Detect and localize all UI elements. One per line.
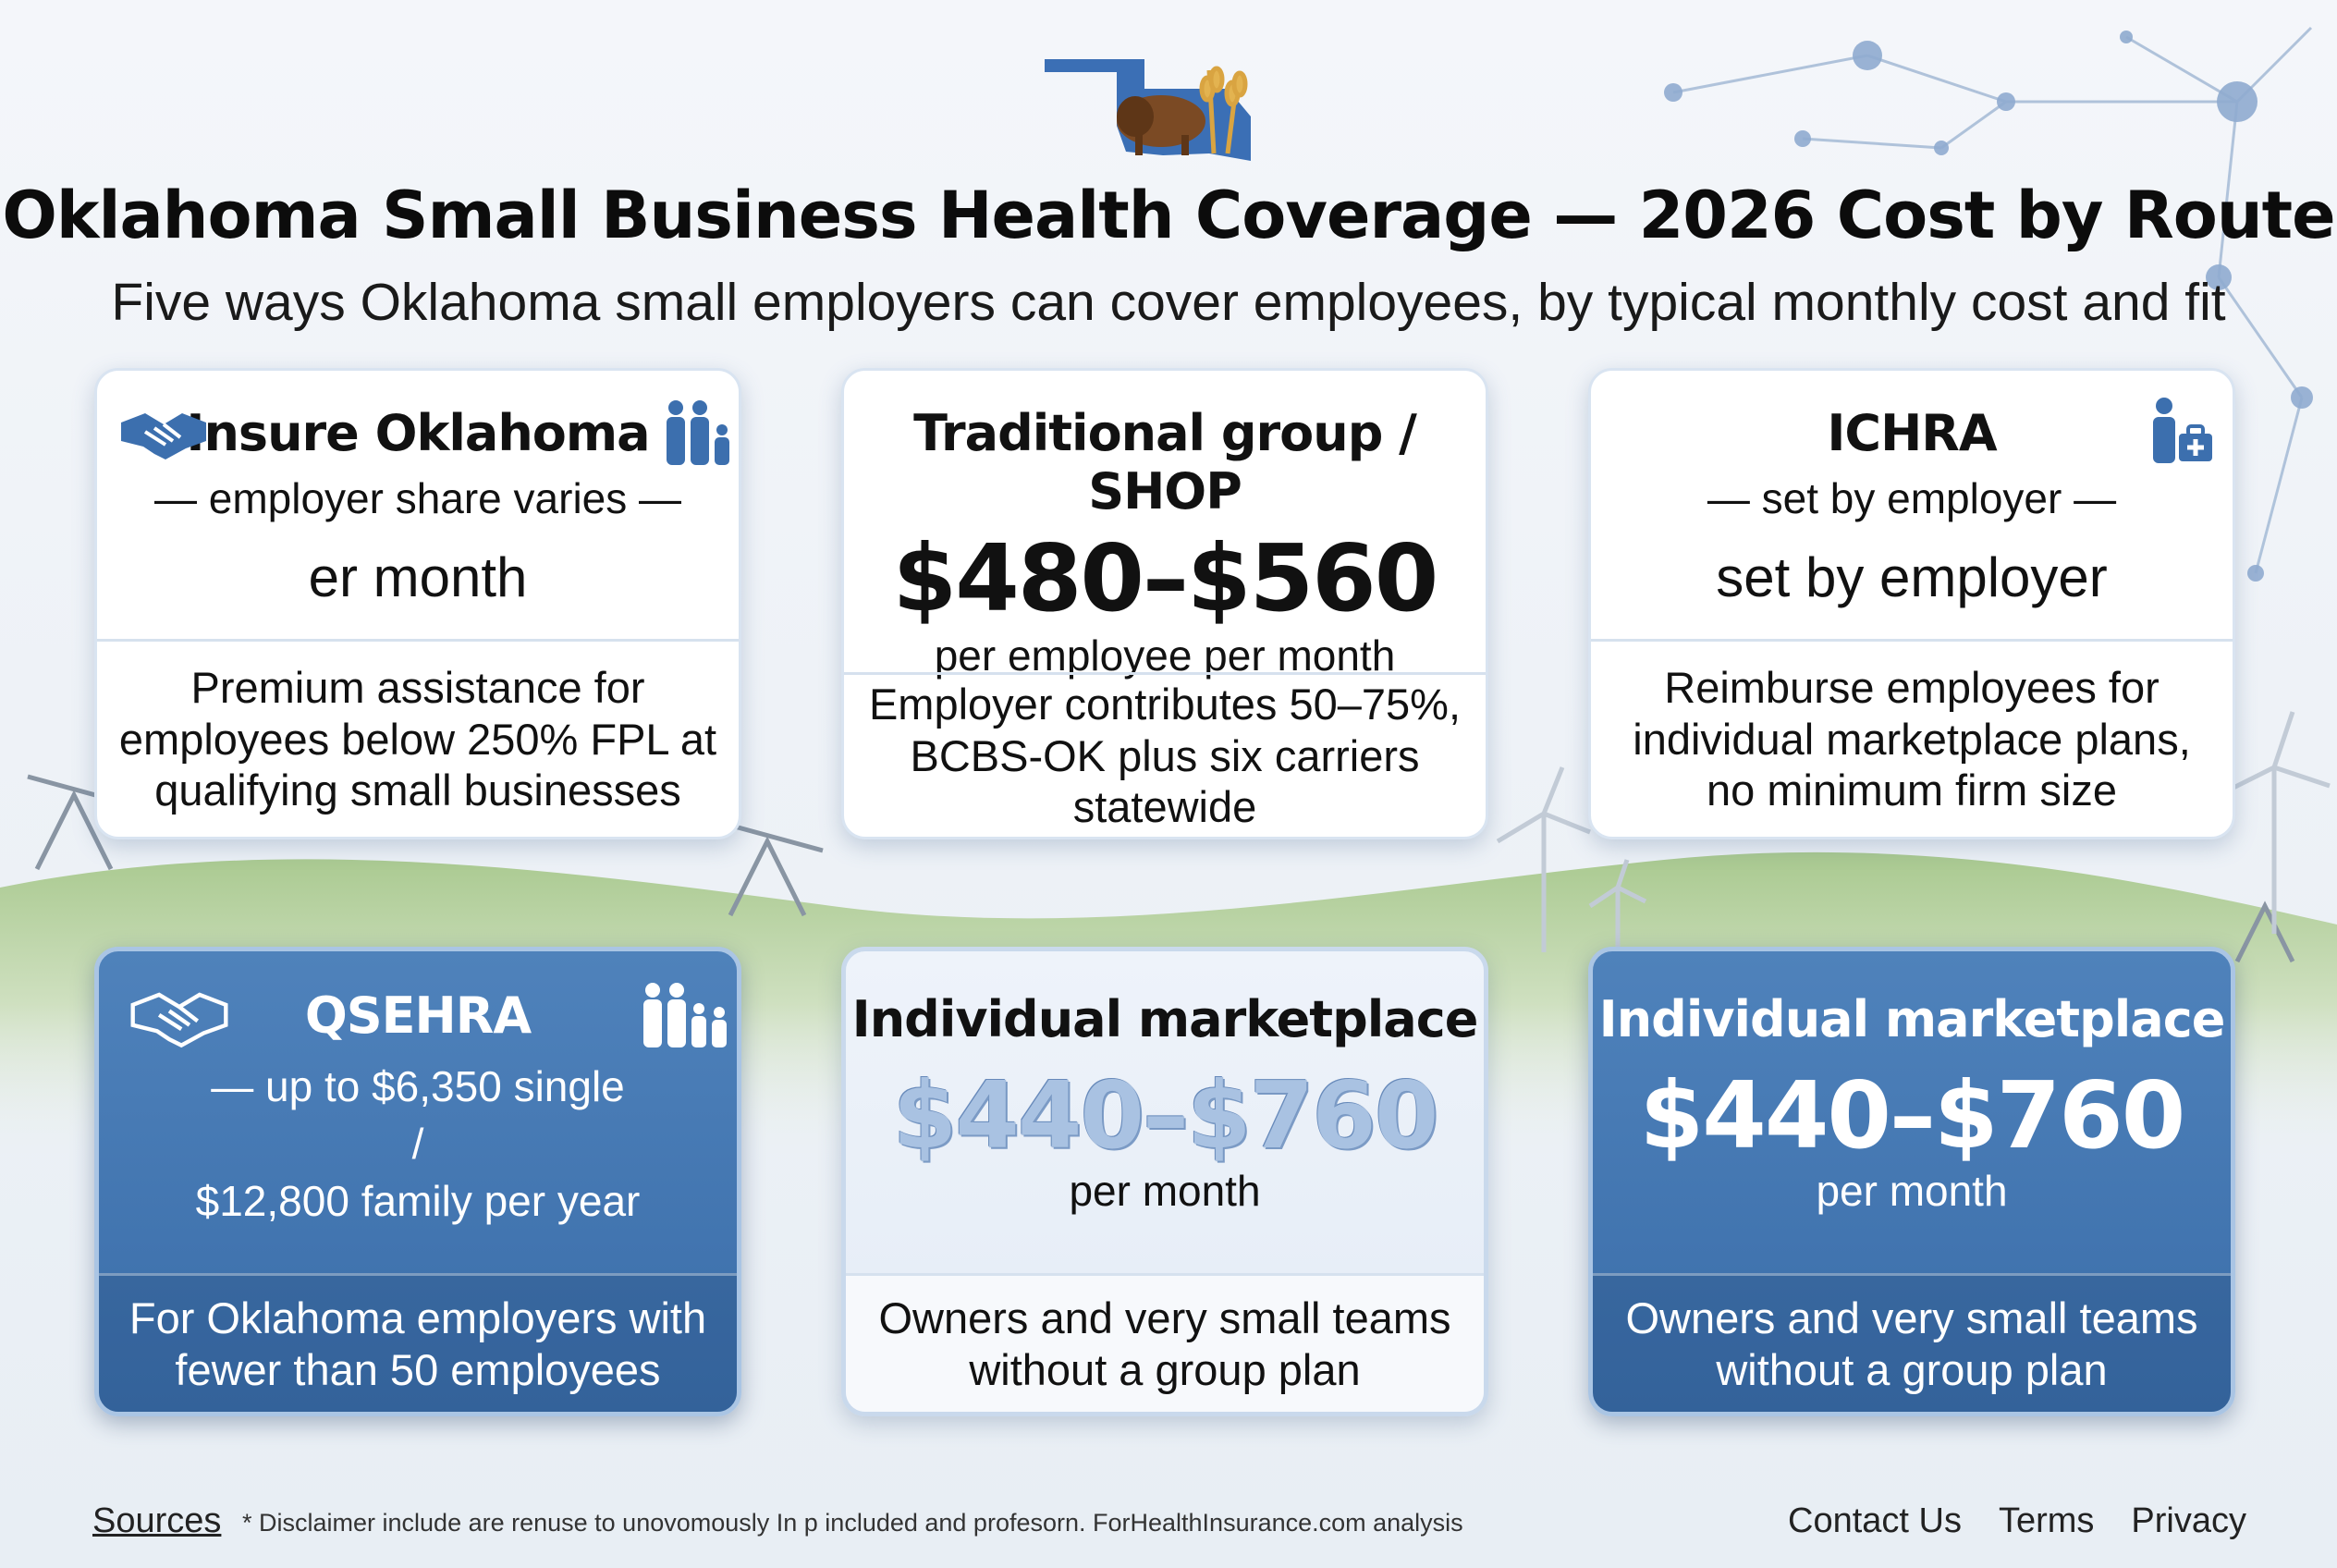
page-subtitle: Five ways Oklahoma small employers can c… bbox=[111, 273, 2226, 332]
page-title: Oklahoma Small Business Health Coverage … bbox=[2, 178, 2335, 253]
card-amount: $440–$760 bbox=[892, 1061, 1439, 1170]
description-line: Premium assistance for bbox=[190, 663, 645, 713]
card-description: Employer contributes 50–75%, BCBS-OK plu… bbox=[844, 679, 1486, 832]
card-description: Owners and very small teams without a gr… bbox=[1625, 1292, 2197, 1395]
description-line: no minimum firm size bbox=[1707, 766, 2117, 815]
card-note-line: / bbox=[411, 1120, 424, 1168]
card-traditional-group: Traditional group / SHOP $480–$560 per e… bbox=[841, 368, 1488, 839]
description-line: fewer than 50 employees bbox=[175, 1344, 661, 1394]
card-amount-line: set by employer bbox=[1716, 546, 2108, 608]
handshake-icon bbox=[121, 413, 206, 459]
description-line: employees below 250% FPL at bbox=[118, 714, 717, 764]
card-note: — employer share varies — bbox=[153, 474, 682, 522]
card-amount-line: er month bbox=[308, 546, 528, 608]
terms-link[interactable]: Terms bbox=[1998, 1501, 2095, 1540]
card-unit: per month bbox=[1816, 1167, 2008, 1215]
description-line: BCBS-OK plus six carriers statewide bbox=[910, 730, 1420, 832]
card-description: For Oklahoma employers with fewer than 5… bbox=[129, 1292, 706, 1395]
disclaimer-text: * Disclaimer include are renuse to unovo… bbox=[242, 1509, 1463, 1537]
card-title: Traditional group / SHOP bbox=[913, 404, 1417, 521]
handshake-icon bbox=[130, 992, 228, 1048]
family-icon bbox=[643, 983, 727, 1047]
footer-links: Contact Us Terms Privacy bbox=[1788, 1501, 2246, 1541]
description-line: Employer contributes 50–75%, bbox=[868, 680, 1462, 729]
card-individual-marketplace-light: Individual marketplace $440–$760 per mon… bbox=[841, 947, 1488, 1416]
card-unit: per employee per month bbox=[934, 631, 1396, 680]
card-description: Premium assistance for employees below 2… bbox=[119, 662, 716, 815]
card-description: Owners and very small teams without a gr… bbox=[878, 1292, 1450, 1395]
card-title: Individual marketplace bbox=[851, 990, 1479, 1048]
card-description: Reimburse employees for individual marke… bbox=[1633, 662, 2191, 815]
card-note-line: — up to $6,350 single bbox=[211, 1062, 625, 1110]
description-line: Reimburse employees for bbox=[1664, 663, 2160, 713]
card-insure-oklahoma: Insure Oklahoma — employer share varies … bbox=[94, 368, 741, 839]
card-title: QSEHRA bbox=[304, 986, 532, 1045]
description-line: Owners and very small teams bbox=[878, 1293, 1451, 1343]
card-note-line: $12,800 family per year bbox=[195, 1177, 641, 1225]
card-ichra: ICHRA — set by employer — set by employe… bbox=[1588, 368, 2235, 839]
person-medical-case-icon bbox=[2153, 398, 2212, 463]
privacy-link[interactable]: Privacy bbox=[2131, 1501, 2246, 1540]
description-line: without a group plan bbox=[1716, 1344, 2108, 1394]
card-amount: $480–$560 bbox=[892, 524, 1439, 632]
description-line: For Oklahoma employers with bbox=[128, 1293, 707, 1343]
contact-us-link[interactable]: Contact Us bbox=[1788, 1501, 1962, 1540]
description-line: without a group plan bbox=[969, 1344, 1361, 1394]
card-title: Individual marketplace bbox=[1598, 990, 2226, 1048]
card-note: — set by employer — bbox=[1707, 474, 2117, 522]
sources-link[interactable]: Sources bbox=[92, 1501, 222, 1540]
card-individual-marketplace-blue: Individual marketplace $440–$760 per mon… bbox=[1588, 947, 2235, 1416]
family-icon bbox=[667, 400, 729, 465]
card-unit: per month bbox=[1069, 1167, 1261, 1215]
description-line: Owners and very small teams bbox=[1625, 1293, 2198, 1343]
card-title: ICHRA bbox=[1827, 404, 1997, 462]
description-line: qualifying small businesses bbox=[154, 766, 681, 815]
card-title: Insure Oklahoma bbox=[186, 404, 650, 462]
card-amount: $440–$760 bbox=[1639, 1061, 2186, 1170]
description-line: individual marketplace plans, bbox=[1633, 714, 2191, 764]
card-qsehra: QSEHRA — up to $6,350 single / $12,800 f… bbox=[94, 947, 741, 1416]
oklahoma-bison-wheat-icon bbox=[1045, 59, 1251, 161]
